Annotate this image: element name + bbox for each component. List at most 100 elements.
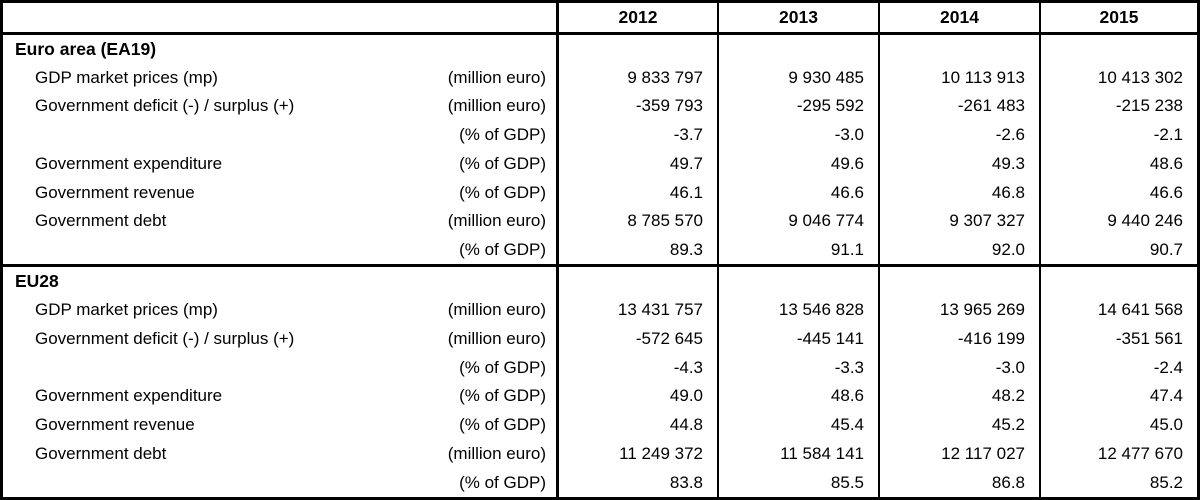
cell-value: -351 561 (1039, 324, 1197, 354)
corner-cell (3, 3, 556, 32)
table-row-eu-revenue: Government revenue (% of GDP) 44.8 45.4 … (3, 410, 1197, 440)
row-unit: (% of GDP) (459, 153, 546, 173)
cell-value: -3.0 (878, 353, 1039, 383)
cell-value: 89.3 (556, 235, 717, 265)
cell-value: -261 483 (878, 92, 1039, 121)
cell-value: 48.2 (878, 382, 1039, 411)
cell-value: 91.1 (717, 235, 878, 265)
cell-value: -359 793 (556, 92, 717, 121)
row-unit: (million euro) (447, 67, 546, 87)
row-unit: (% of GDP) (459, 182, 546, 202)
table-row-ea-expenditure: Government expenditure (% of GDP) 49.7 4… (3, 149, 1197, 179)
table-header-row: 2012 2013 2014 2015 (3, 3, 1197, 35)
cell-value: -3.7 (556, 120, 717, 150)
cell-value: -3.3 (717, 353, 878, 383)
cell-value: -2.6 (878, 120, 1039, 150)
empty-cell (878, 267, 1039, 297)
empty-cell (556, 34, 717, 64)
cell-value: 85.5 (717, 468, 878, 497)
year-header-2013: 2013 (717, 3, 878, 32)
row-unit: (% of GDP) (459, 472, 546, 492)
empty-cell (717, 267, 878, 297)
cell-value: 90.7 (1039, 235, 1197, 265)
row-unit: (million euro) (447, 329, 546, 349)
cell-value: 49.7 (556, 149, 717, 179)
row-unit: (% of GDP) (459, 415, 546, 435)
row-label: Government debt (35, 443, 167, 463)
cell-value: 13 546 828 (717, 296, 878, 325)
row-unit: (% of GDP) (459, 357, 546, 377)
section-title: EU28 (15, 271, 59, 292)
row-label: GDP market prices (mp) (35, 67, 218, 87)
row-unit: (% of GDP) (459, 239, 546, 259)
table-row-eu-debt: Government debt (million euro) 11 249 37… (3, 439, 1197, 469)
empty-cell (1039, 34, 1197, 64)
cell-value: 48.6 (1039, 149, 1197, 179)
row-unit: (% of GDP) (459, 386, 546, 406)
year-header-2014: 2014 (878, 3, 1039, 32)
row-unit: (million euro) (447, 300, 546, 320)
cell-value: -2.4 (1039, 353, 1197, 383)
cell-value: 8 785 570 (556, 206, 717, 236)
table-row-ea-debt: Government debt (million euro) 8 785 570… (3, 206, 1197, 236)
cell-value: 44.8 (556, 410, 717, 440)
cell-value: 10 113 913 (878, 63, 1039, 93)
section-header-euro-area: Euro area (EA19) (3, 34, 1197, 64)
empty-cell (717, 34, 878, 64)
row-unit: (million euro) (447, 211, 546, 231)
cell-value: 46.6 (717, 178, 878, 207)
cell-value: 12 117 027 (878, 439, 1039, 469)
row-unit: (million euro) (447, 96, 546, 116)
table-row-eu-debt-pct: (% of GDP) 83.8 85.5 86.8 85.2 (3, 468, 1197, 497)
table-row-eu-deficit: Government deficit (-) / surplus (+) (mi… (3, 324, 1197, 354)
cell-value: 46.6 (1039, 178, 1197, 207)
table-row-eu-deficit-pct: (% of GDP) -4.3 -3.3 -3.0 -2.4 (3, 353, 1197, 383)
cell-value: 83.8 (556, 468, 717, 497)
cell-value: 9 046 774 (717, 206, 878, 236)
cell-value: -445 141 (717, 324, 878, 354)
table-row-ea-debt-pct: (% of GDP) 89.3 91.1 92.0 90.7 (3, 235, 1197, 265)
table-row-ea-revenue: Government revenue (% of GDP) 46.1 46.6 … (3, 178, 1197, 207)
cell-value: -4.3 (556, 353, 717, 383)
cell-value: -572 645 (556, 324, 717, 354)
cell-value: 46.8 (878, 178, 1039, 207)
table-row-ea-deficit: Government deficit (-) / surplus (+) (mi… (3, 92, 1197, 121)
cell-value: -416 199 (878, 324, 1039, 354)
cell-value: 86.8 (878, 468, 1039, 497)
row-label: Government expenditure (35, 386, 223, 406)
row-label: Government deficit (-) / surplus (+) (35, 96, 295, 116)
empty-cell (878, 34, 1039, 64)
year-header-2012: 2012 (556, 3, 717, 32)
row-label: Government deficit (-) / surplus (+) (35, 329, 295, 349)
cell-value: -2.1 (1039, 120, 1197, 150)
cell-value: 49.0 (556, 382, 717, 411)
row-label: Government debt (35, 211, 167, 231)
cell-value: 11 249 372 (556, 439, 717, 469)
cell-value: -215 238 (1039, 92, 1197, 121)
cell-value: 9 307 327 (878, 206, 1039, 236)
cell-value: 45.4 (717, 410, 878, 440)
cell-value: 13 431 757 (556, 296, 717, 325)
cell-value: 9 930 485 (717, 63, 878, 93)
row-unit: (% of GDP) (459, 125, 546, 145)
cell-value: 9 833 797 (556, 63, 717, 93)
cell-value: 10 413 302 (1039, 63, 1197, 93)
row-label: Government expenditure (35, 153, 223, 173)
cell-value: 49.3 (878, 149, 1039, 179)
cell-value: 11 584 141 (717, 439, 878, 469)
row-label: GDP market prices (mp) (35, 300, 218, 320)
cell-value: 14 641 568 (1039, 296, 1197, 325)
row-label: Government revenue (35, 415, 195, 435)
empty-cell (1039, 267, 1197, 297)
cell-value: 47.4 (1039, 382, 1197, 411)
table-row-eu-gdp: GDP market prices (mp) (million euro) 13… (3, 296, 1197, 325)
table-row-ea-gdp: GDP market prices (mp) (million euro) 9 … (3, 63, 1197, 93)
cell-value: 12 477 670 (1039, 439, 1197, 469)
cell-value: 49.6 (717, 149, 878, 179)
cell-value: 46.1 (556, 178, 717, 207)
table-row-ea-deficit-pct: (% of GDP) -3.7 -3.0 -2.6 -2.1 (3, 120, 1197, 150)
empty-cell (556, 267, 717, 297)
cell-value: 85.2 (1039, 468, 1197, 497)
table-row-eu-expenditure: Government expenditure (% of GDP) 49.0 4… (3, 382, 1197, 411)
